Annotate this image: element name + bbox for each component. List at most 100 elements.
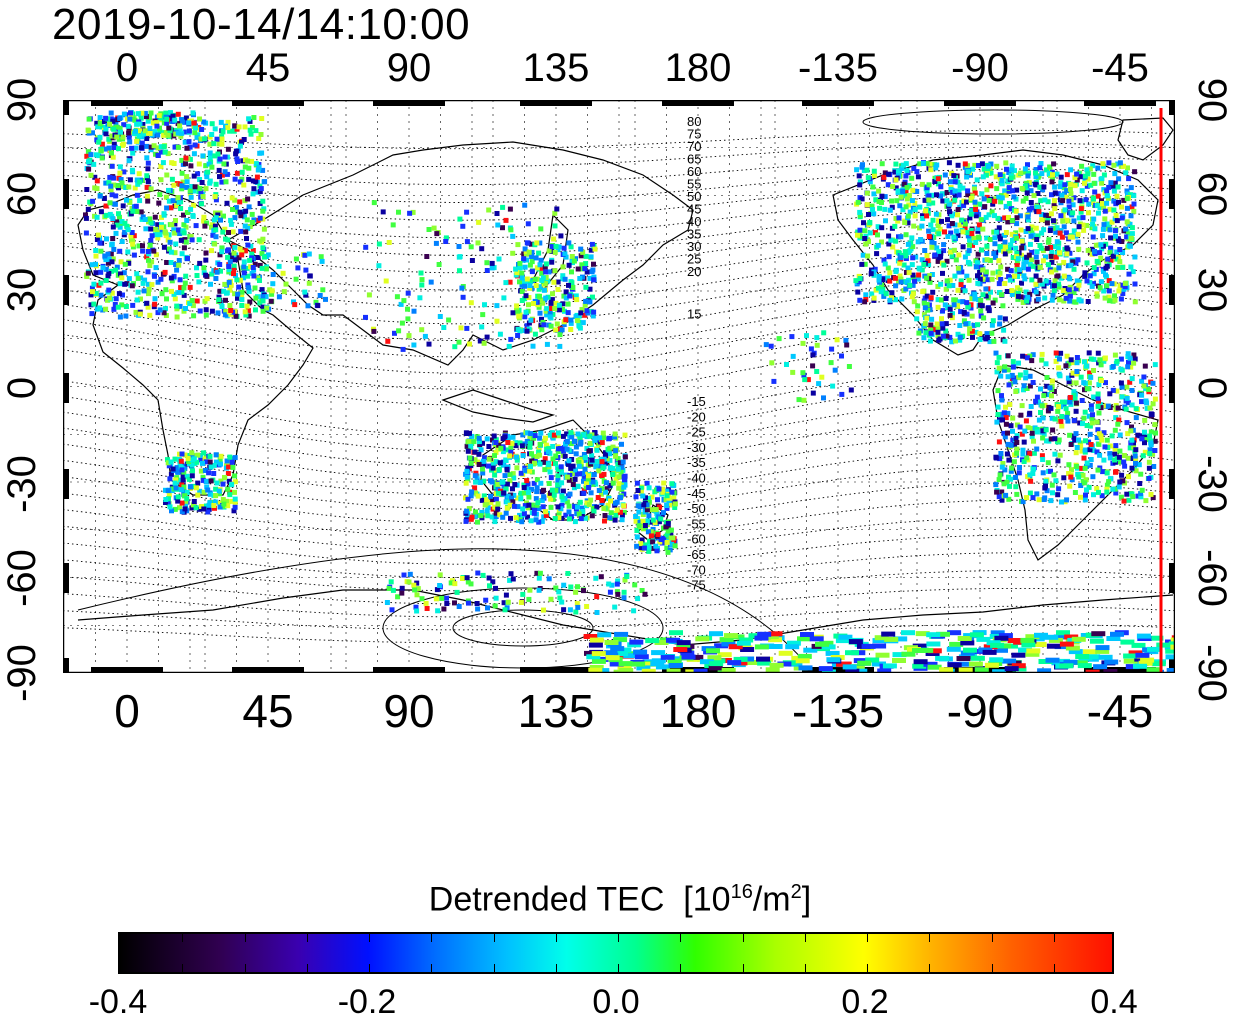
tec-dot — [246, 288, 252, 294]
tec-dot — [1119, 472, 1125, 478]
tec-dot — [197, 260, 203, 266]
tec-dot — [897, 260, 903, 266]
tec-dot — [1014, 221, 1020, 227]
tec-dot — [969, 313, 975, 319]
tec-dot — [191, 202, 197, 208]
tec-dot — [857, 233, 863, 239]
top-lon-tick-label-2: 90 — [386, 46, 432, 90]
tec-dot — [645, 495, 651, 501]
tec-dot — [757, 660, 772, 666]
tec-dot — [964, 230, 970, 236]
tec-dot — [541, 459, 546, 465]
tec-dot — [251, 273, 257, 279]
tec-dot — [232, 455, 238, 461]
tec-dot — [903, 204, 909, 210]
tec-dot — [413, 604, 419, 610]
tec-dot — [956, 252, 962, 258]
tec-dot — [1057, 184, 1063, 190]
tec-dot — [93, 261, 98, 267]
tec-dot — [111, 246, 117, 252]
tec-dot — [996, 233, 1002, 239]
tec-dot — [187, 484, 193, 490]
tec-dot — [113, 193, 119, 199]
tec-dot — [476, 451, 482, 457]
tec-dot — [889, 295, 894, 301]
tec-dot — [575, 431, 581, 437]
tec-dot — [582, 266, 588, 272]
tec-dot — [109, 259, 115, 265]
tec-dot — [1033, 181, 1038, 187]
tec-dot — [1029, 249, 1035, 255]
tec-dot — [1119, 204, 1124, 210]
tec-dot — [224, 200, 230, 206]
tec-dot — [537, 240, 543, 246]
tec-dot — [586, 473, 591, 479]
tec-dot — [874, 251, 880, 257]
tec-dot — [1096, 398, 1101, 404]
tec-dot — [1020, 353, 1026, 359]
tec-dot — [970, 334, 975, 340]
tec-dot — [566, 240, 572, 246]
tec-dot — [203, 163, 209, 169]
tec-dot — [524, 276, 530, 282]
tec-dot — [1101, 430, 1107, 436]
tec-dot — [565, 301, 571, 307]
tec-dot — [492, 453, 497, 459]
tec-dot — [529, 241, 534, 247]
tec-dot — [612, 434, 617, 440]
tec-dot — [142, 128, 148, 134]
tec-dot — [1020, 242, 1026, 248]
tec-dot — [482, 502, 488, 508]
tec-dot — [176, 290, 182, 296]
tec-dot — [1019, 280, 1024, 286]
tec-dot — [1084, 386, 1090, 392]
tec-dot — [102, 119, 107, 124]
tec-dot — [1067, 483, 1073, 489]
tec-dot — [613, 512, 619, 518]
tec-dot — [468, 493, 474, 499]
tec-dot — [88, 292, 94, 298]
tec-dot — [237, 143, 243, 149]
tec-dot — [607, 589, 613, 595]
tec-dot — [133, 145, 139, 151]
tec-dot — [778, 650, 793, 656]
tec-dot — [584, 308, 590, 314]
tec-dot — [1090, 200, 1096, 205]
tec-dot — [604, 486, 610, 492]
tec-dot — [865, 175, 871, 181]
tec-dot — [644, 518, 650, 524]
tec-dot — [1076, 297, 1082, 303]
tec-dot — [1074, 171, 1080, 177]
tec-dot — [111, 306, 117, 312]
tec-dot — [228, 221, 234, 227]
tec-dot — [522, 296, 528, 302]
tec-dot — [1086, 380, 1092, 386]
tec-dot — [1086, 413, 1092, 419]
tec-dot — [529, 458, 535, 464]
tec-dot — [935, 333, 941, 339]
tec-dot — [281, 289, 287, 295]
tec-dot — [579, 266, 585, 272]
contour-line — [63, 587, 1175, 618]
tec-dot — [1131, 193, 1137, 199]
tec-dot — [971, 235, 977, 241]
tec-dot — [463, 430, 469, 436]
tec-dot — [878, 289, 884, 295]
tec-dot — [535, 500, 541, 506]
tec-dot — [926, 273, 932, 279]
tec-dot — [268, 298, 274, 304]
tec-dot — [953, 228, 959, 234]
tec-dot — [614, 507, 620, 513]
tec-dot — [91, 281, 97, 287]
tec-dot — [132, 185, 138, 191]
tec-dot — [958, 282, 964, 288]
tec-dot — [869, 291, 875, 297]
tec-dot — [1129, 402, 1135, 408]
tec-dot — [1081, 227, 1087, 233]
tec-dot — [942, 229, 947, 235]
tec-dot — [543, 509, 548, 515]
tec-dot — [969, 296, 975, 302]
tec-dot — [539, 498, 545, 503]
tec-dot — [1006, 170, 1012, 175]
tec-dot — [583, 253, 589, 259]
